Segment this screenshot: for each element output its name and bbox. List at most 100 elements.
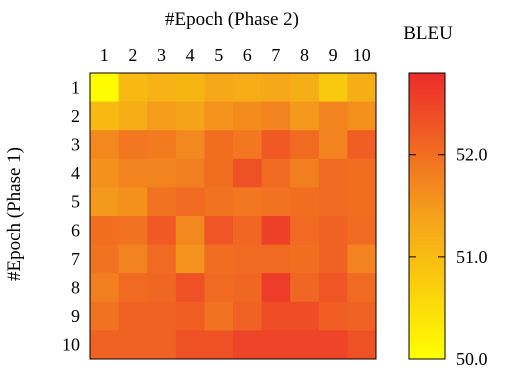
heatmap-cell	[118, 158, 148, 188]
heatmap-cell	[290, 101, 320, 131]
heatmap-cell	[290, 244, 320, 274]
heatmap-cell	[233, 187, 262, 217]
heatmap-cell	[261, 216, 291, 245]
heatmap-cell	[204, 130, 234, 160]
y-tick-label: 4	[71, 163, 80, 183]
heatmap-cell	[90, 216, 119, 245]
heatmap-cell	[233, 130, 262, 160]
x-tick-label: 1	[100, 45, 109, 65]
heatmap-cell	[90, 187, 119, 217]
heatmap-cell	[175, 216, 205, 245]
heatmap-cell	[290, 273, 320, 303]
heatmap-cell	[118, 187, 148, 217]
heatmap-cell	[175, 301, 205, 331]
heatmap-cell	[118, 216, 148, 245]
heatmap-cell	[175, 187, 205, 217]
x-tick-label: 4	[186, 45, 195, 65]
heatmap-cell	[290, 73, 320, 102]
heatmap-cell	[90, 73, 119, 102]
heatmap-cell	[318, 187, 348, 217]
heatmap-cell	[347, 244, 377, 274]
heatmap-cell	[204, 330, 234, 360]
heatmap-cell	[290, 187, 320, 217]
colorbar	[408, 72, 446, 360]
heatmap-cell	[147, 216, 177, 245]
heatmap-cell	[204, 187, 234, 217]
heatmap-cell	[147, 273, 177, 303]
heatmap-cell	[204, 216, 234, 245]
heatmap-cell	[118, 244, 148, 274]
heatmap-cell	[147, 244, 177, 274]
heatmap-cell	[175, 330, 205, 360]
y-axis-title: #Epoch (Phase 1)	[4, 147, 25, 281]
heatmap-cell	[318, 301, 348, 331]
y-tick-labels: 1 2 3 4 5 6 7 8 9 10	[62, 77, 80, 354]
heatmap-cell	[233, 216, 262, 245]
y-tick-label: 7	[71, 249, 80, 269]
heatmap-cell	[261, 330, 291, 360]
heatmap-cell	[261, 101, 291, 131]
heatmap-cell	[175, 130, 205, 160]
x-axis-title: #Epoch (Phase 2)	[165, 9, 299, 30]
heatmap-cell	[318, 330, 348, 360]
heatmap-cell	[318, 73, 348, 102]
heatmap-cell	[147, 330, 177, 360]
heatmap-cell	[147, 158, 177, 188]
heatmap-cell	[233, 330, 262, 360]
heatmap-cell	[233, 101, 262, 131]
heatmap-cell	[90, 130, 119, 160]
heatmap-cell	[204, 273, 234, 303]
heatmap-cell	[175, 73, 205, 102]
x-tick-label: 5	[214, 45, 223, 65]
heatmap-cell	[318, 216, 348, 245]
x-tick-label: 6	[243, 45, 252, 65]
heatmap-cell	[90, 330, 119, 360]
heatmap-cell	[290, 216, 320, 245]
heatmap-cell	[347, 73, 377, 102]
heatmap-cell	[347, 330, 377, 360]
y-tick-label: 8	[71, 278, 80, 298]
heatmap-cell	[261, 273, 291, 303]
heatmap-cell	[318, 244, 348, 274]
heatmap-cell	[204, 158, 234, 188]
x-tick-label: 3	[157, 45, 166, 65]
heatmap-cell	[347, 187, 377, 217]
heatmap-cell	[90, 273, 119, 303]
x-tick-label: 2	[128, 45, 137, 65]
heatmap-cell	[175, 158, 205, 188]
heatmap-cell	[290, 330, 320, 360]
colorbar-tick-label: 52.0	[456, 145, 488, 165]
heatmap-cell	[347, 158, 377, 188]
heatmap-cell	[290, 158, 320, 188]
heatmap-cell	[290, 301, 320, 331]
heatmap-cell	[175, 101, 205, 131]
y-tick-label: 5	[71, 192, 80, 212]
heatmap-cell	[261, 244, 291, 274]
heatmap-cell	[147, 101, 177, 131]
heatmap-cell	[233, 301, 262, 331]
heatmap-cell	[261, 130, 291, 160]
heatmap-cell	[118, 130, 148, 160]
heatmap-cell	[175, 244, 205, 274]
heatmap-cells	[90, 73, 377, 360]
heatmap-cell	[118, 73, 148, 102]
colorbar-tick-label: 51.0	[456, 247, 488, 267]
heatmap-cell	[233, 273, 262, 303]
x-tick-label: 7	[271, 45, 280, 65]
heatmap-cell	[204, 101, 234, 131]
heatmap-cell	[147, 130, 177, 160]
y-tick-label: 3	[71, 135, 80, 155]
heatmap-cell	[318, 130, 348, 160]
heatmap-cell	[261, 158, 291, 188]
heatmap-cell	[147, 187, 177, 217]
heatmap-cell	[347, 216, 377, 245]
heatmap-cell	[204, 301, 234, 331]
x-tick-label: 8	[300, 45, 309, 65]
heatmap-cell	[90, 158, 119, 188]
heatmap-cell	[204, 73, 234, 102]
colorbar-tick-label: 50.0	[456, 349, 488, 369]
heatmap-cell	[261, 73, 291, 102]
heatmap-cell	[347, 101, 377, 131]
y-tick-label: 6	[71, 220, 80, 240]
